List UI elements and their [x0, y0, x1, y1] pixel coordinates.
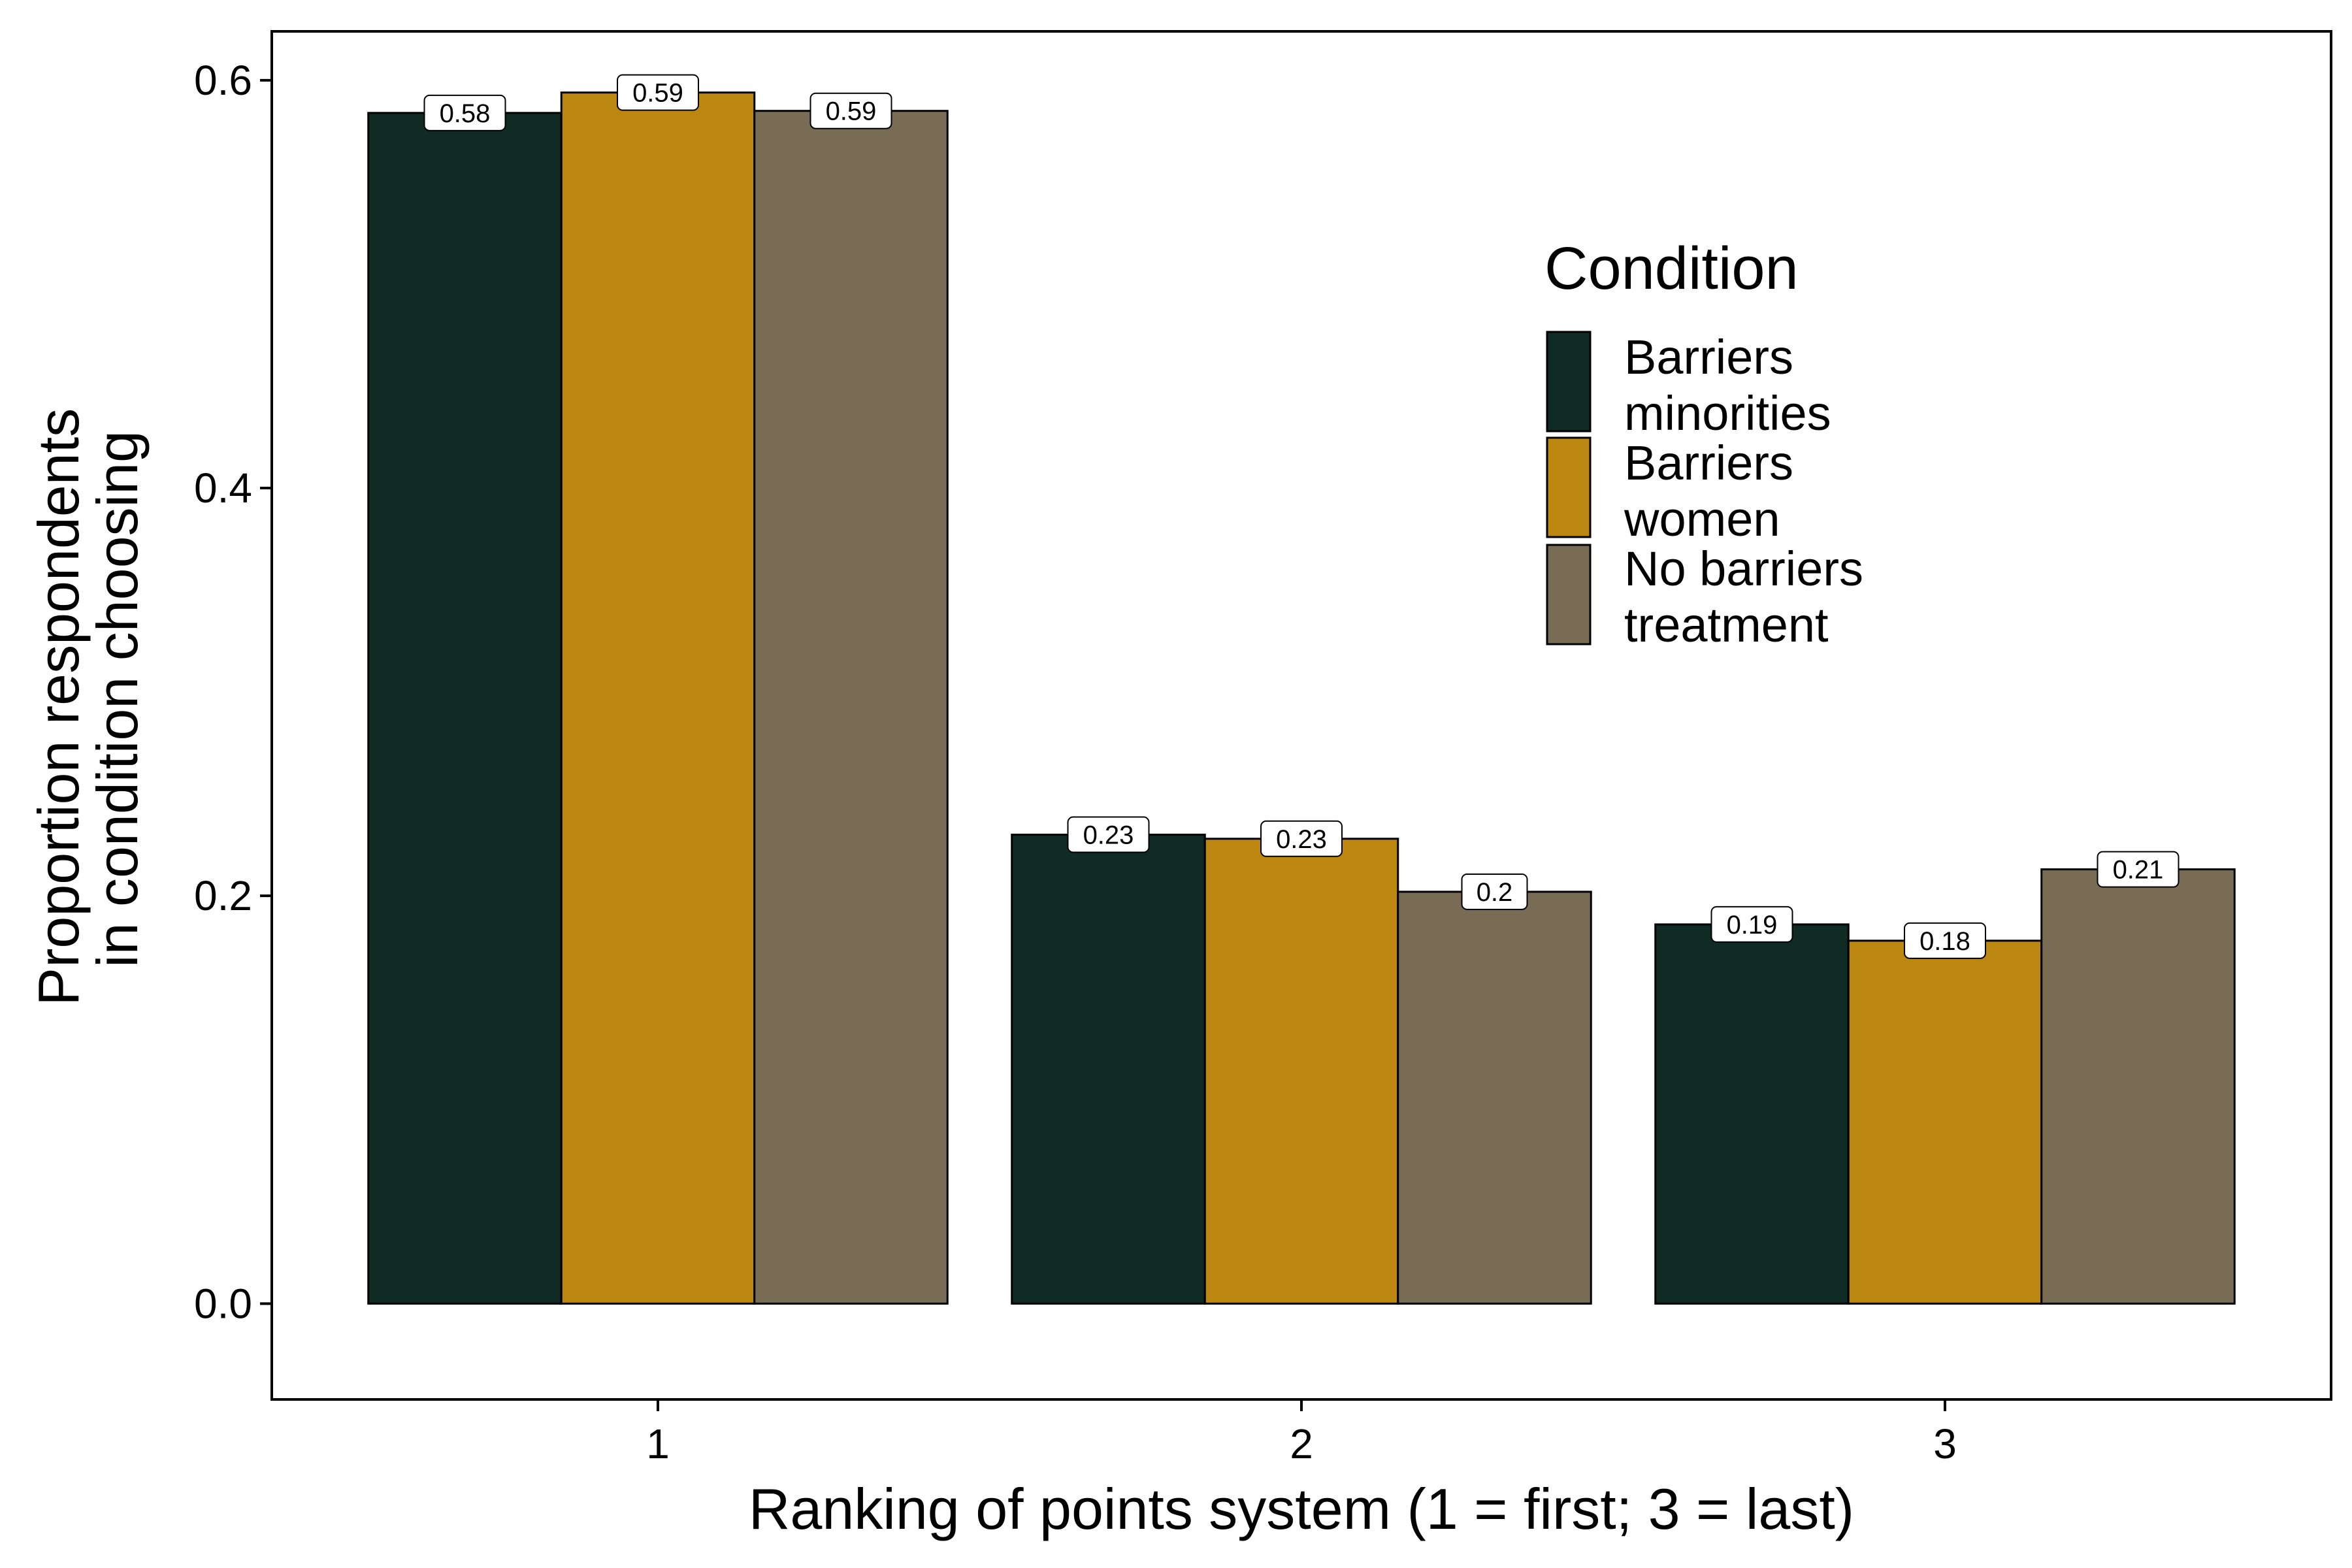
bar: [1654, 923, 1850, 1305]
data-label: 0.59: [826, 97, 877, 126]
x-tick-label: 1: [646, 1420, 670, 1467]
y-tick-label: 0.6: [194, 57, 252, 104]
y-axis-title-line-1: Proportion respondents: [26, 408, 91, 1006]
legend-label-barriers-minorities-1: Barriers: [1624, 330, 1793, 384]
legend-label-no-barriers-treatment-2: treatment: [1624, 598, 1829, 652]
svg-text:No barriers treatment: No barriers treatment: [1624, 542, 1877, 652]
legend: Condition Barriers minorities Barriers w…: [1544, 235, 1877, 652]
svg-text:Barriers minorities: Barriers minorities: [1624, 330, 1831, 440]
data-label: 0.58: [440, 99, 491, 128]
data-label: 0.23: [1276, 825, 1327, 854]
data-label-box: [423, 94, 506, 131]
x-tick-label: 3: [1933, 1420, 1957, 1467]
data-label-box: [1904, 922, 1986, 959]
data-label: 0.2: [1477, 878, 1513, 907]
bar: [1847, 939, 2043, 1305]
x-axis: 1 2 3: [646, 1399, 1957, 1467]
data-label-box: [1461, 873, 1528, 910]
svg-text:Proportion respondents i: Proportion respondents in condition choo…: [26, 392, 150, 1005]
legend-key-barriers-minorities: [1546, 331, 1592, 433]
data-labels-layer: 0.58 0.23 0.19 0.59 0.23 0.18 0.59 0.2 0.21: [423, 74, 2180, 959]
data-label-box: [1067, 816, 1150, 853]
y-tick-label: 0.0: [194, 1280, 252, 1327]
data-label: 0.19: [1727, 911, 1778, 939]
data-label-box: [2097, 851, 2180, 888]
bar: [560, 91, 756, 1305]
y-axis-title-line-2: in condition choosing: [85, 431, 150, 968]
data-label-box: [1710, 906, 1793, 943]
svg-text:Barriers women: Barriers women: [1624, 436, 1807, 546]
data-label: 0.18: [1919, 927, 1970, 956]
data-label-box: [1260, 820, 1343, 857]
bar: [1011, 834, 1206, 1305]
legend-title: Condition: [1544, 235, 1799, 302]
legend-label-barriers-women-1: Barriers: [1624, 436, 1793, 490]
x-axis-title: Ranking of points system (1 = first; 3 =…: [749, 1477, 1854, 1541]
data-label-box: [617, 74, 699, 111]
legend-label-barriers-minorities-2: minorities: [1624, 386, 1831, 440]
data-label-box: [809, 92, 892, 129]
bar: [753, 110, 949, 1305]
bar: [2040, 868, 2236, 1305]
legend-key-barriers-women: [1546, 436, 1592, 538]
bars-layer: [367, 91, 2236, 1305]
y-axis-title: Proportion respondents in condition choo…: [26, 392, 150, 1006]
data-label: 0.59: [632, 79, 683, 108]
legend-key-no-barriers-treatment: [1546, 544, 1592, 645]
bar: [1203, 838, 1399, 1305]
x-tick-label: 2: [1290, 1420, 1313, 1467]
bar: [1397, 890, 1592, 1305]
legend-label-no-barriers-treatment-1: No barriers: [1624, 542, 1863, 596]
y-tick-label: 0.2: [194, 872, 252, 919]
y-tick-label: 0.4: [194, 465, 252, 512]
data-label: 0.23: [1083, 821, 1134, 850]
data-label: 0.21: [2113, 856, 2164, 885]
bar: [367, 112, 563, 1305]
legend-label-barriers-women-2: women: [1624, 492, 1780, 546]
y-axis: 0.0 0.2 0.4 0.6: [194, 57, 272, 1327]
